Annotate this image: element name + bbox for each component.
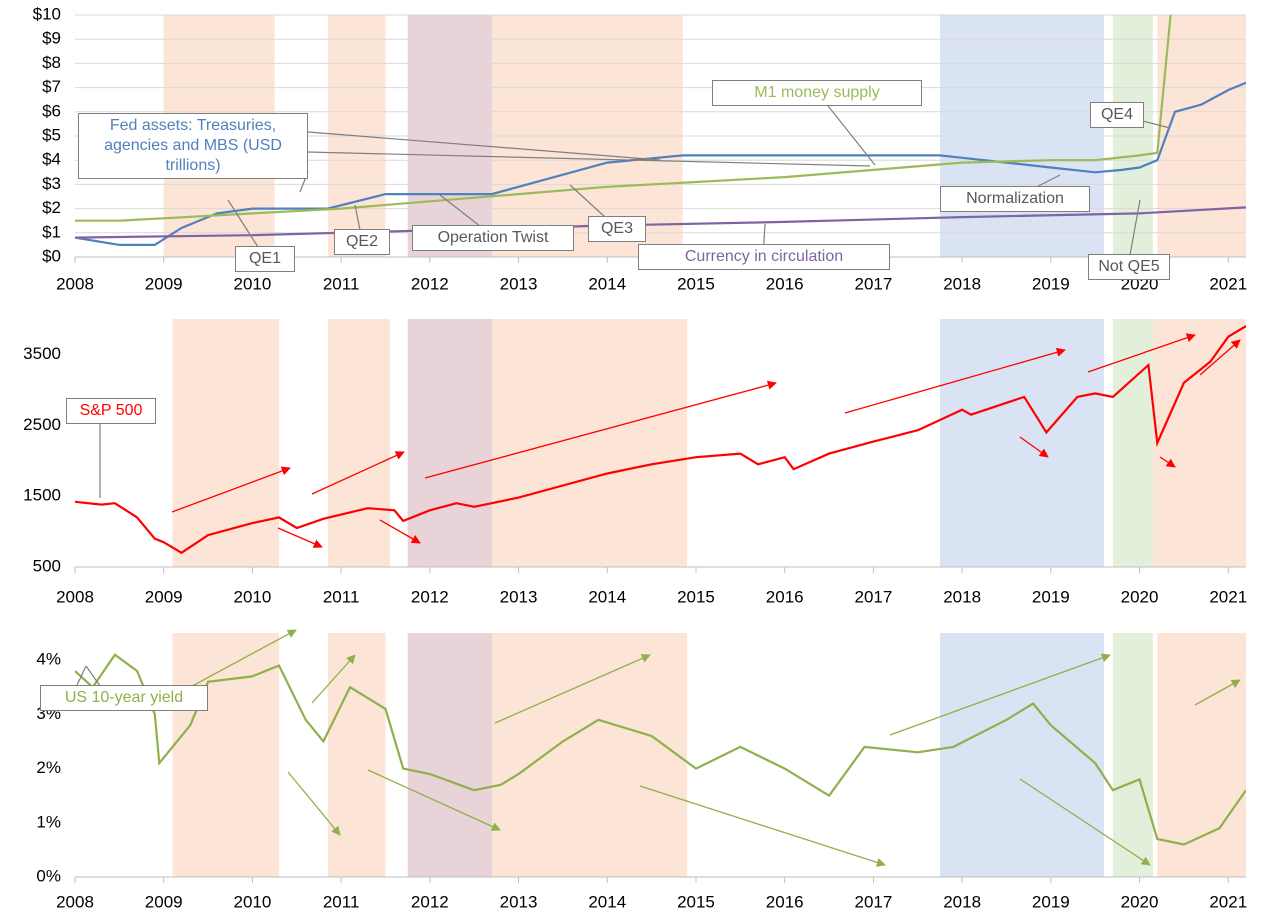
- x-tick-label: 2012: [411, 274, 449, 293]
- series-line: [75, 81, 1246, 246]
- callout: Fed assets: Treasuries, agencies and MBS…: [78, 113, 308, 179]
- y-tick-label: $4: [42, 150, 61, 169]
- shaded-region: [407, 633, 492, 877]
- y-tick-label: 2500: [23, 415, 61, 434]
- x-tick-label: 2013: [500, 587, 538, 606]
- x-tick-label: 2014: [588, 892, 626, 911]
- series-line: [75, 15, 1172, 222]
- y-tick-label: 500: [33, 556, 61, 575]
- y-tick-label: 1%: [36, 812, 61, 831]
- y-tick-label: $9: [42, 29, 61, 48]
- y-tick-label: $8: [42, 53, 61, 72]
- y-tick-label: $7: [42, 77, 61, 96]
- x-tick-label: 2017: [854, 274, 892, 293]
- y-tick-label: $10: [33, 4, 61, 23]
- callout: QE2: [334, 229, 390, 255]
- x-tick-label: 2021: [1209, 587, 1247, 606]
- trend-arrows: [171, 333, 1241, 548]
- shaded-region: [172, 319, 280, 567]
- y-tick-label: $6: [42, 101, 61, 120]
- x-tick-label: 2011: [323, 587, 360, 606]
- x-tick-label: 2019: [1032, 892, 1070, 911]
- x-tick-label: 2012: [411, 892, 449, 911]
- x-tick-label: 2018: [943, 274, 981, 293]
- shaded-region: [491, 319, 688, 567]
- callout: US 10-year yield: [40, 685, 208, 711]
- callout: QE3: [588, 216, 646, 242]
- x-tick-label: 2013: [500, 274, 538, 293]
- x-tick-label: 2008: [56, 274, 94, 293]
- x-tick-label: 2014: [588, 274, 626, 293]
- x-tick-label: 2015: [677, 274, 715, 293]
- callout: QE1: [235, 246, 295, 272]
- callout: Currency in circulation: [638, 244, 890, 270]
- panel: 500 1500 2500 3500 2008 2009 2010 2011 2012 2013 2…: [23, 319, 1247, 606]
- shaded-region: [939, 633, 1105, 877]
- x-tick-label: 2017: [854, 587, 892, 606]
- x-tick-label: 2019: [1032, 587, 1070, 606]
- x-tick-label: 2021: [1209, 274, 1247, 293]
- y-tick-label: $1: [42, 222, 61, 241]
- x-tick-label: 2010: [234, 892, 272, 911]
- callout: Normalization: [940, 186, 1090, 212]
- x-tick-label: 2020: [1121, 587, 1159, 606]
- x-tick-label: 2015: [677, 587, 715, 606]
- x-tick-label: 2011: [323, 274, 360, 293]
- callout: M1 money supply: [712, 80, 922, 106]
- x-tick-label: 2014: [588, 587, 626, 606]
- shaded-region: [327, 633, 386, 877]
- y-tick-label: 3500: [23, 344, 61, 363]
- shaded-region: [1152, 319, 1246, 567]
- x-tick-label: 2008: [56, 892, 94, 911]
- callout-pointer: [307, 131, 661, 161]
- shaded-region: [407, 319, 492, 567]
- callout: QE4: [1090, 102, 1144, 128]
- shaded-region: [491, 633, 688, 877]
- x-tick-label: 2008: [56, 587, 94, 606]
- panel: 0%1%2%3%4%2008 2009 2010 2011 2012 2013 2014 20…: [36, 633, 1247, 911]
- x-tick-label: 2015: [677, 892, 715, 911]
- x-tick-label: 2018: [943, 587, 981, 606]
- x-tick-label: 2009: [145, 587, 183, 606]
- y-tick-label: $2: [42, 198, 61, 217]
- callout: Not QE5: [1088, 254, 1170, 280]
- y-tick-label: $5: [42, 125, 61, 144]
- x-tick-label: 2018: [943, 892, 981, 911]
- y-tick-label: 0%: [36, 866, 61, 885]
- y-tick-label: 1500: [23, 486, 61, 505]
- x-tick-label: 2013: [500, 892, 538, 911]
- shaded-region: [327, 319, 390, 567]
- callout: Operation Twist: [412, 225, 574, 251]
- x-tick-label: 2019: [1032, 274, 1070, 293]
- x-tick-label: 2016: [766, 587, 804, 606]
- series-line: [75, 325, 1246, 555]
- shaded-region: [939, 319, 1105, 567]
- shaded-region: [1157, 633, 1246, 877]
- x-tick-label: 2010: [234, 274, 272, 293]
- x-tick-label: 2016: [766, 274, 804, 293]
- shaded-region: [172, 633, 280, 877]
- x-tick-label: 2012: [411, 587, 449, 606]
- x-tick-label: 2009: [145, 274, 183, 293]
- x-tick-label: 2021: [1209, 892, 1247, 911]
- y-tick-label: $0: [42, 246, 61, 265]
- y-tick-label: 2%: [36, 758, 61, 777]
- callout-pointers: [69, 91, 1171, 701]
- x-tick-label: 2009: [145, 892, 183, 911]
- y-tick-label: $3: [42, 174, 61, 193]
- x-tick-label: 2017: [854, 892, 892, 911]
- series-line: [75, 206, 1246, 239]
- callout-pointer: [307, 151, 871, 167]
- x-tick-label: 2010: [234, 587, 272, 606]
- x-tick-label: 2020: [1121, 892, 1159, 911]
- y-tick-label: 4%: [36, 650, 61, 669]
- shaded-region: [1112, 319, 1153, 567]
- x-tick-label: 2016: [766, 892, 804, 911]
- x-tick-label: 2011: [323, 892, 360, 911]
- callout: S&P 500: [66, 398, 156, 424]
- shaded-region: [1112, 633, 1153, 877]
